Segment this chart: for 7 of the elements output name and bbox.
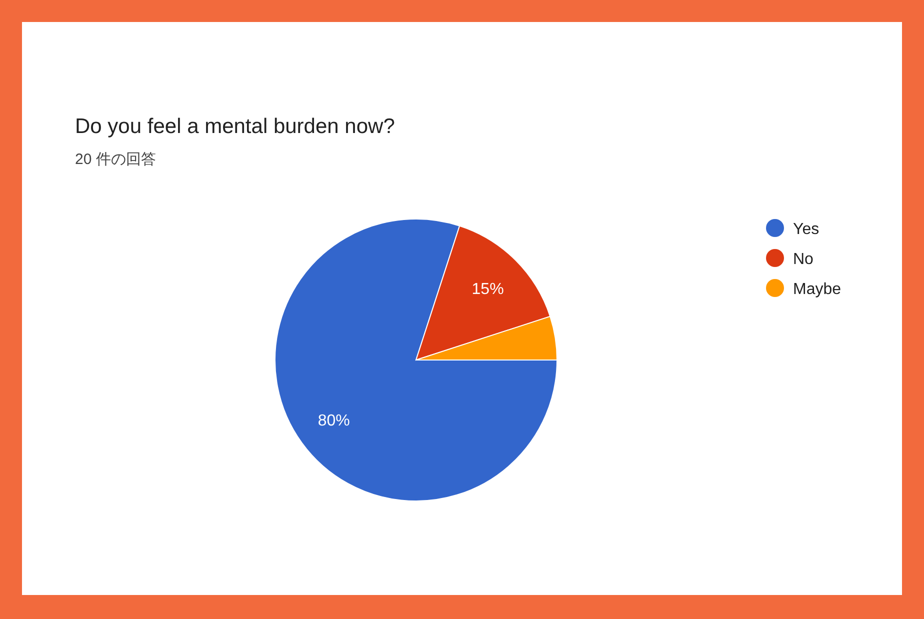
data-label: 15% xyxy=(472,281,504,298)
legend-label: Maybe xyxy=(793,281,842,298)
legend-label: Yes xyxy=(793,221,820,238)
chart-title: Do you feel a mental burden now? xyxy=(75,115,395,138)
legend-label: No xyxy=(793,251,814,268)
data-label: 80% xyxy=(318,412,350,430)
text: 20 件の回答 xyxy=(75,151,156,168)
